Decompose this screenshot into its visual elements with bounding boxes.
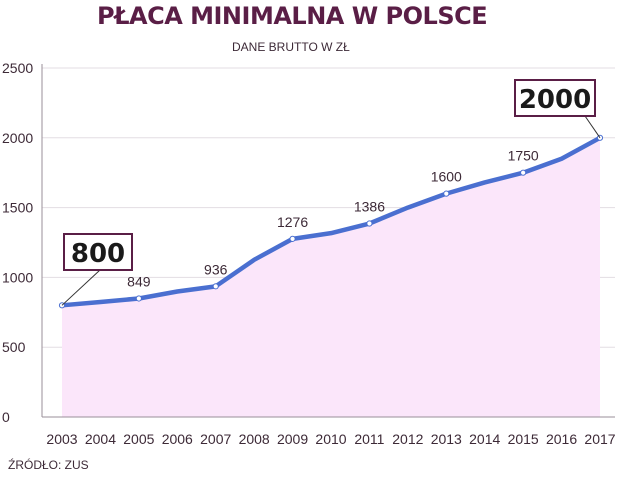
y-tick-label-2000: 2000 bbox=[2, 130, 33, 146]
data-label-2015: 1750 bbox=[508, 148, 539, 164]
callout-box-2003 bbox=[63, 233, 133, 271]
x-tick-label-2008: 2008 bbox=[239, 431, 270, 447]
callout-label-2017: 2000 bbox=[519, 85, 591, 115]
series-line bbox=[59, 135, 603, 308]
callout-box-2017 bbox=[514, 79, 596, 117]
data-label-2005: 849 bbox=[127, 273, 151, 289]
data-label-2009: 1276 bbox=[277, 214, 308, 230]
y-tick-label-0: 0 bbox=[2, 409, 10, 425]
x-tick-label-2014: 2014 bbox=[469, 431, 500, 447]
x-tick-label-2005: 2005 bbox=[123, 431, 154, 447]
callout-label-2003: 800 bbox=[71, 239, 125, 269]
area-fill bbox=[62, 137, 600, 418]
data-point-2009 bbox=[289, 235, 296, 242]
x-tick-label-2016: 2016 bbox=[546, 431, 577, 447]
source-note: ŹRÓDŁO: ZUS bbox=[8, 458, 89, 472]
data-point-2011 bbox=[366, 220, 373, 227]
data-point-2007 bbox=[212, 283, 219, 290]
x-tick-label-2004: 2004 bbox=[85, 431, 116, 447]
y-tick-label-2500: 2500 bbox=[2, 60, 33, 76]
y-tick-label-1000: 1000 bbox=[2, 269, 33, 285]
data-label-2013: 1600 bbox=[431, 169, 462, 185]
x-tick-label-2007: 2007 bbox=[200, 431, 231, 447]
y-tick-label-500: 500 bbox=[2, 339, 26, 355]
data-label-2007: 936 bbox=[204, 261, 228, 277]
x-tick-label-2010: 2010 bbox=[315, 431, 346, 447]
x-tick-label-2017: 2017 bbox=[584, 431, 615, 447]
callout-leader-2003 bbox=[61, 269, 101, 306]
x-tick-label-2012: 2012 bbox=[392, 431, 423, 447]
x-tick-label-2011: 2011 bbox=[354, 431, 384, 447]
x-tick-label-2009: 2009 bbox=[277, 431, 308, 447]
data-label-2011: 1386 bbox=[354, 199, 385, 215]
x-tick-label-2006: 2006 bbox=[162, 431, 193, 447]
x-tick-label-2013: 2013 bbox=[431, 431, 462, 447]
chart-subtitle: DANE BRUTTO W ZŁ bbox=[232, 40, 350, 54]
data-point-2015 bbox=[520, 169, 527, 176]
x-tick-label-2003: 2003 bbox=[46, 431, 77, 447]
chart-title: PŁACA MINIMALNA W POLSCE bbox=[97, 2, 488, 30]
data-point-2005 bbox=[135, 295, 142, 302]
callout-leader-2017 bbox=[584, 115, 601, 139]
data-point-2013 bbox=[443, 190, 450, 197]
x-tick-label-2015: 2015 bbox=[508, 431, 539, 447]
y-tick-label-1500: 1500 bbox=[2, 200, 33, 216]
